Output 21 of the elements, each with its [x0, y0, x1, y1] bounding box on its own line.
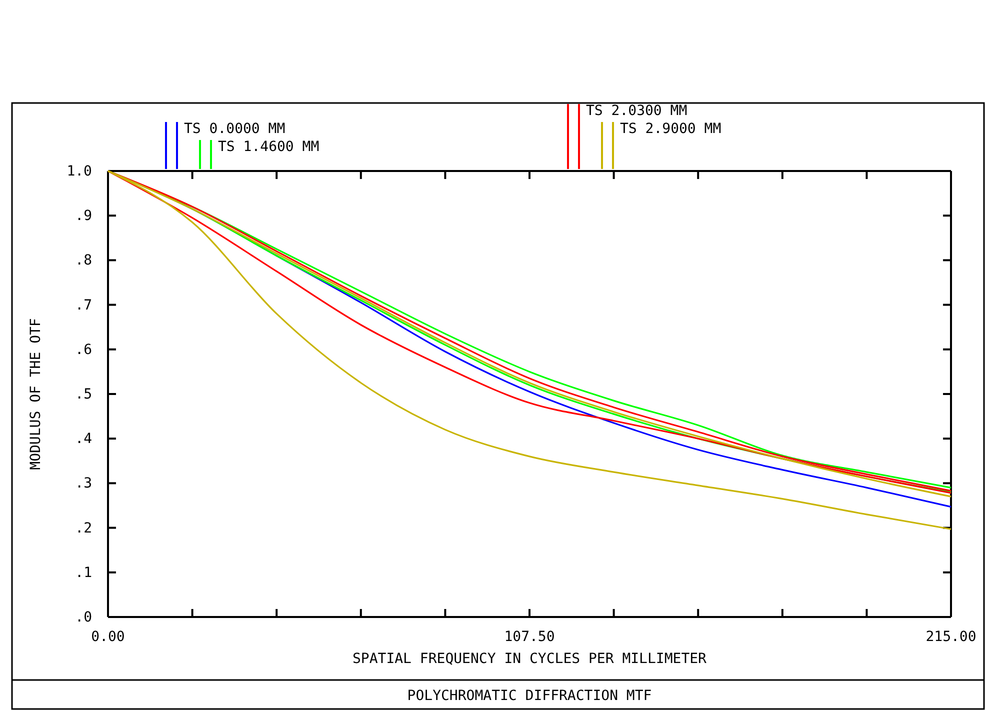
text: TS 2.0300 MM: [586, 103, 688, 119]
y-tick-label: .7: [75, 297, 92, 314]
text: TS 0.0000 MM: [184, 121, 286, 137]
text: TS 2.9000 MM: [620, 121, 722, 137]
y-tick-label: .3: [75, 476, 92, 492]
y-tick-label: .5: [75, 386, 92, 402]
y-tick-label: 1.0: [66, 163, 92, 180]
y-tick-label: .4: [75, 431, 92, 448]
y-tick-label: .2: [75, 520, 92, 536]
x-tick-label: 107.50: [504, 628, 555, 645]
y-tick-label: .0: [75, 609, 92, 626]
x-tick-label: 215.00: [926, 628, 976, 645]
legend-label: TS 1.4600 MM: [218, 139, 320, 155]
y-tick-label: .1: [75, 564, 92, 581]
y-tick-label: .6: [75, 342, 92, 358]
text: POLYCHROMATIC DIFFRACTION MTF: [407, 688, 652, 704]
y-tick-label: .9: [75, 208, 92, 224]
y-tick-label: .8: [75, 252, 92, 269]
x-axis-title: SPATIAL FREQUENCY IN CYCLES PER MILLIMETER: [352, 651, 708, 667]
y-axis-title: MODULUS OF THE OTF: [28, 318, 44, 470]
x-tick-label: 0.00: [91, 628, 125, 645]
